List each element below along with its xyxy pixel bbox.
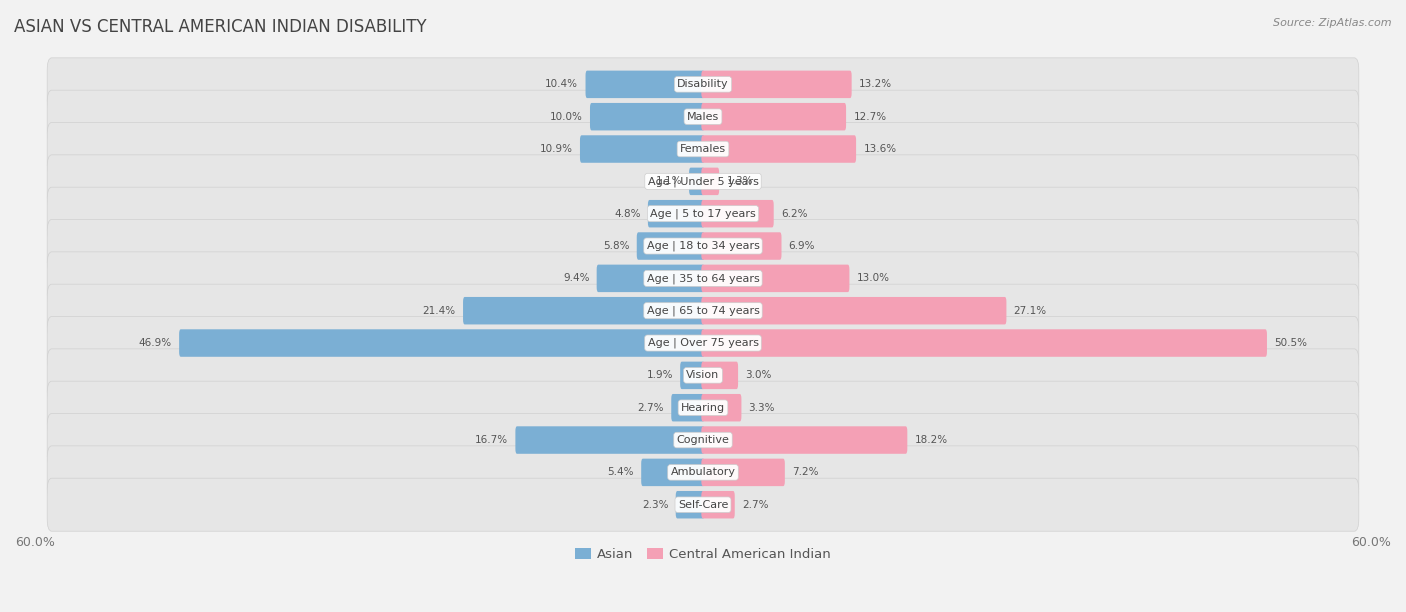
FancyBboxPatch shape	[702, 427, 907, 453]
Text: 5.8%: 5.8%	[603, 241, 630, 251]
FancyBboxPatch shape	[702, 362, 738, 389]
FancyBboxPatch shape	[48, 381, 1358, 435]
Text: Age | 65 to 74 years: Age | 65 to 74 years	[647, 305, 759, 316]
FancyBboxPatch shape	[702, 491, 735, 518]
FancyBboxPatch shape	[702, 394, 741, 422]
FancyBboxPatch shape	[641, 458, 704, 486]
FancyBboxPatch shape	[48, 478, 1358, 531]
FancyBboxPatch shape	[48, 284, 1358, 337]
FancyBboxPatch shape	[648, 200, 704, 228]
FancyBboxPatch shape	[676, 491, 704, 518]
Text: Hearing: Hearing	[681, 403, 725, 412]
Text: Males: Males	[688, 111, 718, 122]
Text: Age | 18 to 34 years: Age | 18 to 34 years	[647, 241, 759, 252]
Text: 12.7%: 12.7%	[853, 111, 886, 122]
FancyBboxPatch shape	[702, 135, 856, 163]
Text: 4.8%: 4.8%	[614, 209, 641, 218]
Text: 10.0%: 10.0%	[550, 111, 582, 122]
FancyBboxPatch shape	[48, 90, 1358, 143]
FancyBboxPatch shape	[179, 329, 704, 357]
Text: 6.9%: 6.9%	[789, 241, 815, 251]
FancyBboxPatch shape	[585, 70, 704, 98]
Text: 7.2%: 7.2%	[792, 468, 818, 477]
FancyBboxPatch shape	[48, 316, 1358, 370]
Text: 3.0%: 3.0%	[745, 370, 772, 381]
FancyBboxPatch shape	[48, 155, 1358, 208]
Text: Source: ZipAtlas.com: Source: ZipAtlas.com	[1274, 18, 1392, 28]
Text: 10.4%: 10.4%	[546, 80, 578, 89]
FancyBboxPatch shape	[702, 329, 1267, 357]
Text: Vision: Vision	[686, 370, 720, 381]
FancyBboxPatch shape	[702, 103, 846, 130]
FancyBboxPatch shape	[591, 103, 704, 130]
Text: 1.9%: 1.9%	[647, 370, 673, 381]
Text: 27.1%: 27.1%	[1014, 306, 1047, 316]
Text: 18.2%: 18.2%	[914, 435, 948, 445]
FancyBboxPatch shape	[702, 233, 782, 259]
Text: 16.7%: 16.7%	[475, 435, 508, 445]
FancyBboxPatch shape	[681, 362, 704, 389]
Text: 9.4%: 9.4%	[562, 274, 589, 283]
Text: 2.3%: 2.3%	[643, 500, 668, 510]
Text: ASIAN VS CENTRAL AMERICAN INDIAN DISABILITY: ASIAN VS CENTRAL AMERICAN INDIAN DISABIL…	[14, 18, 426, 36]
FancyBboxPatch shape	[579, 135, 704, 163]
FancyBboxPatch shape	[48, 414, 1358, 466]
FancyBboxPatch shape	[702, 458, 785, 486]
Text: Age | Under 5 years: Age | Under 5 years	[648, 176, 758, 187]
Text: 13.0%: 13.0%	[856, 274, 890, 283]
FancyBboxPatch shape	[48, 122, 1358, 176]
FancyBboxPatch shape	[596, 264, 704, 292]
FancyBboxPatch shape	[516, 427, 704, 453]
FancyBboxPatch shape	[702, 200, 773, 228]
Text: 1.1%: 1.1%	[655, 176, 682, 187]
Text: 46.9%: 46.9%	[139, 338, 172, 348]
FancyBboxPatch shape	[48, 187, 1358, 241]
Text: 21.4%: 21.4%	[423, 306, 456, 316]
Text: 5.4%: 5.4%	[607, 468, 634, 477]
FancyBboxPatch shape	[689, 168, 704, 195]
Text: 2.7%: 2.7%	[742, 500, 769, 510]
FancyBboxPatch shape	[48, 349, 1358, 402]
FancyBboxPatch shape	[637, 233, 704, 259]
Text: 2.7%: 2.7%	[637, 403, 664, 412]
Text: Ambulatory: Ambulatory	[671, 468, 735, 477]
Text: Age | Over 75 years: Age | Over 75 years	[648, 338, 758, 348]
FancyBboxPatch shape	[48, 446, 1358, 499]
Text: Cognitive: Cognitive	[676, 435, 730, 445]
FancyBboxPatch shape	[463, 297, 704, 324]
Text: 10.9%: 10.9%	[540, 144, 572, 154]
Text: Females: Females	[681, 144, 725, 154]
Text: Self-Care: Self-Care	[678, 500, 728, 510]
FancyBboxPatch shape	[48, 58, 1358, 111]
Text: Age | 5 to 17 years: Age | 5 to 17 years	[650, 209, 756, 219]
FancyBboxPatch shape	[702, 264, 849, 292]
Text: 13.2%: 13.2%	[859, 80, 891, 89]
Text: 3.3%: 3.3%	[748, 403, 775, 412]
Text: 13.6%: 13.6%	[863, 144, 897, 154]
Text: 50.5%: 50.5%	[1274, 338, 1308, 348]
Text: 6.2%: 6.2%	[780, 209, 807, 218]
FancyBboxPatch shape	[48, 220, 1358, 272]
FancyBboxPatch shape	[671, 394, 704, 422]
Text: Disability: Disability	[678, 80, 728, 89]
FancyBboxPatch shape	[702, 168, 718, 195]
Text: 1.3%: 1.3%	[727, 176, 752, 187]
FancyBboxPatch shape	[48, 252, 1358, 305]
FancyBboxPatch shape	[702, 70, 852, 98]
FancyBboxPatch shape	[702, 297, 1007, 324]
Legend: Asian, Central American Indian: Asian, Central American Indian	[569, 543, 837, 567]
Text: Age | 35 to 64 years: Age | 35 to 64 years	[647, 273, 759, 283]
